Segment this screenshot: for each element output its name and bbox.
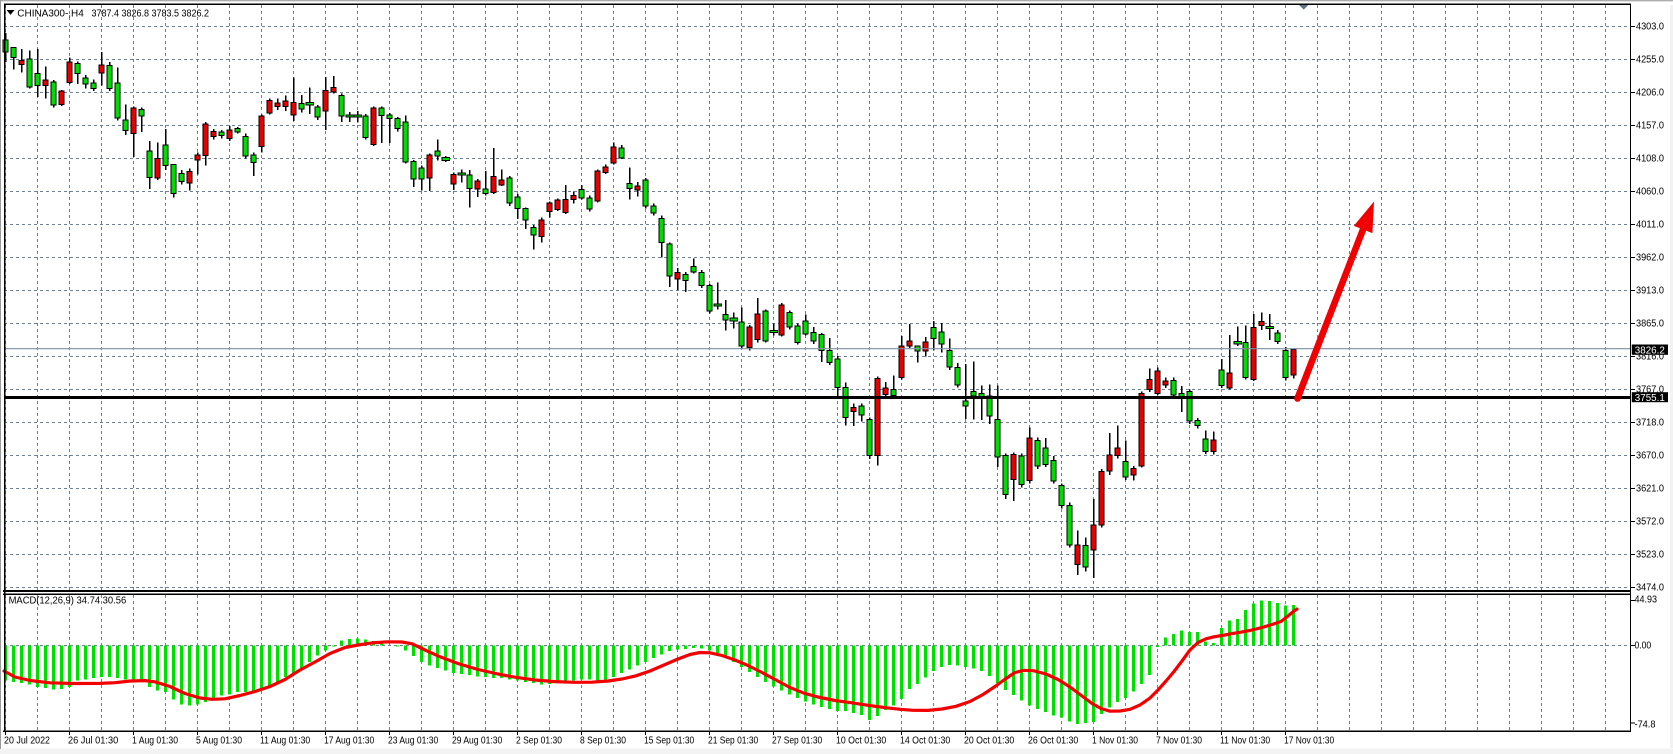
svg-text:3826.2: 3826.2	[1635, 345, 1665, 356]
svg-text:10 Oct 01:30: 10 Oct 01:30	[836, 736, 887, 747]
svg-text:26 Oct 01:30: 26 Oct 01:30	[1028, 736, 1079, 747]
svg-text:1 Nov 01:30: 1 Nov 01:30	[1092, 736, 1139, 747]
svg-text:3962.0: 3962.0	[1636, 253, 1665, 264]
svg-text:11 Nov 01:30: 11 Nov 01:30	[1220, 736, 1271, 747]
svg-text:7 Nov 01:30: 7 Nov 01:30	[1156, 736, 1203, 747]
svg-text:3523.0: 3523.0	[1636, 550, 1665, 561]
svg-text:8 Sep 01:30: 8 Sep 01:30	[580, 736, 627, 747]
svg-text:29 Aug 01:30: 29 Aug 01:30	[452, 736, 503, 747]
svg-text:5 Aug 01:30: 5 Aug 01:30	[196, 736, 243, 747]
svg-text:3621.0: 3621.0	[1636, 484, 1665, 495]
svg-text:3755.1: 3755.1	[1635, 393, 1665, 404]
svg-text:21 Sep 01:30: 21 Sep 01:30	[708, 736, 759, 747]
svg-text:-74.8: -74.8	[1635, 719, 1656, 730]
svg-text:23 Aug 01:30: 23 Aug 01:30	[388, 736, 439, 747]
svg-text:17 Nov 01:30: 17 Nov 01:30	[1284, 736, 1335, 747]
svg-text:3670.0: 3670.0	[1636, 451, 1665, 462]
svg-text:3572.0: 3572.0	[1636, 517, 1665, 528]
svg-text:4060.0: 4060.0	[1636, 187, 1665, 198]
svg-text:4206.0: 4206.0	[1636, 88, 1665, 99]
svg-text:26 Jul 01:30: 26 Jul 01:30	[68, 736, 119, 747]
svg-text:3718.0: 3718.0	[1636, 418, 1665, 429]
svg-text:1 Aug 01:30: 1 Aug 01:30	[132, 736, 179, 747]
svg-text:3474.0: 3474.0	[1636, 583, 1665, 594]
svg-text:20 Oct 01:30: 20 Oct 01:30	[964, 736, 1015, 747]
svg-text:20 Jul 2022: 20 Jul 2022	[4, 736, 50, 747]
svg-text:27 Sep 01:30: 27 Sep 01:30	[772, 736, 823, 747]
svg-text:3913.0: 3913.0	[1636, 286, 1665, 297]
svg-text:14 Oct 01:30: 14 Oct 01:30	[900, 736, 951, 747]
svg-text:3816.0: 3816.0	[1636, 352, 1665, 363]
svg-text:0.00: 0.00	[1635, 640, 1652, 651]
svg-text:CHINA300-,H4: CHINA300-,H4	[17, 9, 84, 20]
svg-text:4011.0: 4011.0	[1636, 220, 1665, 231]
svg-text:3767.0: 3767.0	[1636, 385, 1665, 396]
svg-text:MACD(12,26,9) 34.74 30.56: MACD(12,26,9) 34.74 30.56	[9, 596, 127, 607]
svg-text:17 Aug 01:30: 17 Aug 01:30	[324, 736, 375, 747]
svg-text:3865.0: 3865.0	[1636, 319, 1665, 330]
svg-text:4255.0: 4255.0	[1636, 55, 1665, 66]
svg-text:2 Sep 01:30: 2 Sep 01:30	[516, 736, 563, 747]
svg-text:44.93: 44.93	[1635, 595, 1658, 606]
svg-text:3787.4 3826.8 3783.5 3826.2: 3787.4 3826.8 3783.5 3826.2	[92, 9, 210, 20]
svg-text:4108.0: 4108.0	[1636, 154, 1665, 165]
svg-text:4157.0: 4157.0	[1636, 121, 1665, 132]
svg-text:4303.0: 4303.0	[1636, 22, 1665, 33]
svg-text:11 Aug 01:30: 11 Aug 01:30	[260, 736, 311, 747]
svg-text:15 Sep 01:30: 15 Sep 01:30	[644, 736, 695, 747]
